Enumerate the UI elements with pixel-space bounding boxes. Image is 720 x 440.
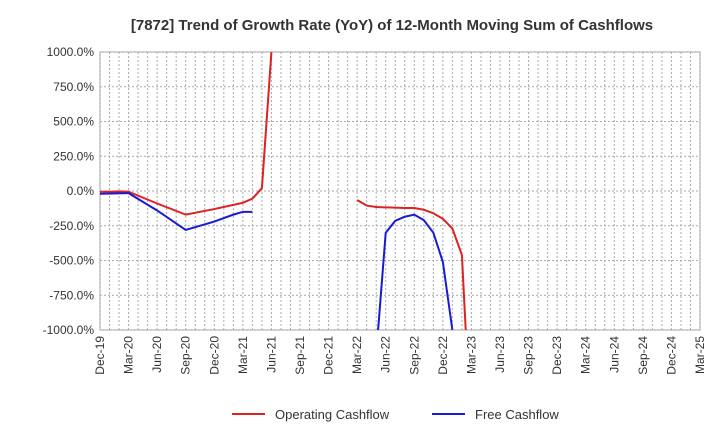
- x-tick-label: Dec-23: [550, 336, 564, 375]
- x-tick-label: Mar-22: [350, 336, 364, 374]
- series-group: [100, 52, 467, 330]
- y-tick-label: 500.0%: [53, 115, 94, 129]
- x-tick-label: Jun-21: [264, 336, 278, 373]
- x-tick-label: Dec-20: [207, 336, 221, 375]
- x-tick-label: Mar-24: [579, 336, 593, 374]
- series-line-free-cashflow: [377, 213, 454, 330]
- legend: Operating Cashflow Free Cashflow: [232, 407, 559, 422]
- x-tick-label: Mar-21: [236, 336, 250, 374]
- y-tick-label: -1000.0%: [43, 323, 95, 337]
- series-line-operating-cashflow: [356, 199, 467, 330]
- y-tick-label: 1000.0%: [47, 45, 95, 59]
- legend-label: Operating Cashflow: [275, 407, 390, 422]
- x-tick-label: Mar-23: [464, 336, 478, 374]
- x-tick-label: Mar-25: [693, 336, 707, 374]
- y-axis: 1000.0% 750.0% 500.0% 250.0% 0.0% -250.0% -500…: [43, 45, 95, 337]
- chart-title: [7872] Trend of Growth Rate (YoY) of 12-…: [131, 17, 653, 34]
- x-tick-label: Sep-21: [293, 336, 307, 375]
- y-tick-label: 250.0%: [53, 149, 94, 163]
- x-tick-label: Sep-20: [179, 336, 193, 375]
- y-tick-label: -250.0%: [49, 219, 94, 233]
- x-tick-label: Jun-22: [379, 336, 393, 373]
- x-tick-label: Dec-21: [322, 336, 336, 375]
- x-tick-label: Sep-22: [407, 336, 421, 375]
- y-tick-label: -750.0%: [49, 288, 94, 302]
- x-tick-label: Jun-24: [607, 336, 621, 373]
- y-tick-label: 750.0%: [53, 80, 94, 94]
- x-tick-label: Dec-24: [664, 336, 678, 375]
- y-tick-label: 0.0%: [67, 184, 95, 198]
- x-tick-label: Sep-24: [636, 336, 650, 375]
- x-tick-label: Dec-19: [93, 336, 107, 375]
- y-tick-label: -500.0%: [49, 254, 94, 268]
- x-tick-label: Sep-23: [522, 336, 536, 375]
- x-axis: Dec-19 Mar-20 Jun-20 Sep-20 Dec-20 Mar-21 Jun-…: [93, 336, 707, 375]
- x-tick-label: Dec-22: [436, 336, 450, 375]
- series-line-free-cashflow: [100, 192, 253, 232]
- legend-label: Free Cashflow: [475, 407, 559, 422]
- x-tick-label: Mar-20: [122, 336, 136, 374]
- x-tick-label: Jun-20: [150, 336, 164, 373]
- grid: [99, 51, 701, 331]
- series-line-operating-cashflow: [100, 52, 273, 216]
- x-tick-label: Jun-23: [493, 336, 507, 373]
